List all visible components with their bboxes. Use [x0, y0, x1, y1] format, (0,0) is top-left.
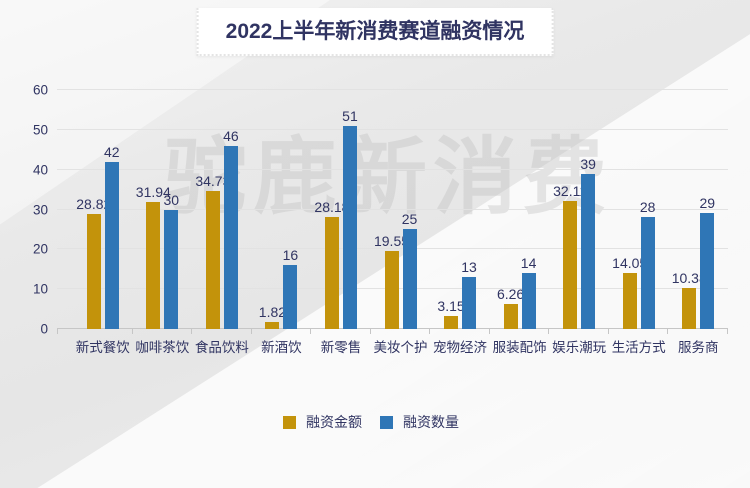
chart-title: 2022上半年新消费赛道融资情况: [196, 8, 554, 56]
bar-count: 13: [461, 259, 477, 329]
bar-value-label: 39: [580, 155, 596, 172]
bar-group: 19.55 25 美妆个护: [371, 90, 431, 355]
plot-area: 0 10 20 30 40 50 60 28.82 42 新式餐饮 31.94 30 咖啡茶饮 34.7…: [33, 83, 728, 355]
bar-count: 39: [580, 156, 596, 329]
bar-amount: 31.94: [136, 184, 171, 329]
bar-pair: 34.73 46: [195, 128, 239, 329]
bar-group: 6.26 14 服装配饰: [490, 90, 550, 355]
bar-group: 14.05 28 生活方式: [609, 90, 669, 355]
bar-pair: 28.82 42: [76, 144, 120, 329]
bar-amount: 28.82: [76, 196, 111, 329]
bar-value-label: 13: [461, 259, 477, 276]
bar-pair: 19.55 25: [374, 211, 417, 329]
bar-value-label: 29: [699, 195, 716, 212]
legend-swatch-amount: [283, 415, 296, 429]
bar-pair: 3.15 13: [437, 259, 477, 329]
bar-count: 25: [402, 211, 417, 329]
bar-group: 34.73 46 食品饮料: [192, 90, 252, 355]
bar-pair: 6.26 14: [497, 255, 536, 329]
bar-count: 42: [104, 144, 120, 329]
bar-value-label: 3.15: [437, 298, 465, 315]
legend-swatch-count: [380, 415, 393, 429]
bar-count: 14: [521, 255, 536, 329]
bar-group: 3.15 13 宠物经济: [430, 90, 490, 355]
x-axis-label: 服务商: [677, 340, 719, 355]
y-axis-tick-label: 60: [32, 82, 48, 98]
bar-pair: 32.11 39: [553, 156, 596, 329]
bar-count: 16: [283, 247, 298, 329]
bar-amount: 3.15: [437, 298, 465, 329]
bar-count: 28: [640, 199, 655, 329]
y-axis-labels: 0 10 20 30 40 50 60: [14, 83, 48, 337]
bar-amount: 34.73: [195, 173, 230, 329]
bar-value-label: 14: [520, 255, 537, 272]
bar-pair: 31.94 30: [136, 184, 179, 329]
bar-amount: 10.38: [672, 270, 707, 329]
y-axis-tick-label: 50: [32, 122, 48, 138]
bar-count: 30: [164, 192, 179, 329]
y-axis-tick-label: 0: [40, 321, 48, 337]
bar-value-label: 28: [639, 199, 656, 216]
legend-label-amount: 融资金额: [306, 414, 362, 430]
bar-count: 29: [699, 195, 715, 329]
y-axis-tick-label: 10: [32, 281, 48, 297]
bar-value-label: 46: [223, 127, 239, 144]
bar-amount: 19.55: [374, 233, 409, 329]
bar-group: 28.82 42 新式餐饮: [73, 90, 133, 355]
bar-amount: 32.11: [553, 183, 587, 329]
bar-amount: 6.26: [497, 286, 524, 329]
bar-value-label: 42: [103, 143, 120, 160]
legend-label-count: 融资数量: [403, 414, 459, 430]
bar-value-label: 6.26: [496, 286, 525, 303]
bar-value-label: 1.82: [258, 303, 287, 320]
bar-value-label: 51: [342, 107, 358, 124]
bar-value-label: 25: [401, 211, 418, 228]
bar-amount: 28.18: [314, 199, 349, 329]
bar-amount: 1.82: [259, 304, 286, 329]
bar-pair: 14.05 28: [612, 199, 655, 329]
x-axis-tick: [57, 329, 58, 334]
bar-group: 10.38 29 服务商: [668, 90, 728, 355]
y-axis-tick-label: 20: [32, 241, 48, 257]
legend: 融资金额 融资数量: [0, 412, 750, 432]
bar-value-label: 16: [282, 247, 299, 264]
bar-value-label: 30: [163, 191, 180, 208]
y-axis-tick-label: 30: [32, 202, 48, 217]
bar-group: 32.11 39 娱乐潮玩: [549, 90, 609, 355]
bar-pair: 10.38 29: [672, 195, 715, 329]
bar-count: 51: [342, 108, 358, 329]
y-axis-tick-label: 40: [32, 162, 48, 178]
bar-group: 1.82 16 新酒饮: [252, 90, 312, 355]
bar-amount: 14.05: [612, 255, 647, 329]
bar-groups: 28.82 42 新式餐饮 31.94 30 咖啡茶饮 34.73 46 食品饮料 1.82 16 新…: [73, 90, 728, 355]
bar-pair: 1.82 16: [259, 247, 298, 329]
chart-title-text: 2022上半年新消费赛道融资情况: [225, 20, 525, 43]
bar-count: 46: [223, 128, 239, 329]
bar-group: 28.18 51 新零售: [311, 90, 371, 355]
bar-group: 31.94 30 咖啡茶饮: [133, 90, 193, 355]
bar-pair: 28.18 51: [314, 108, 358, 329]
